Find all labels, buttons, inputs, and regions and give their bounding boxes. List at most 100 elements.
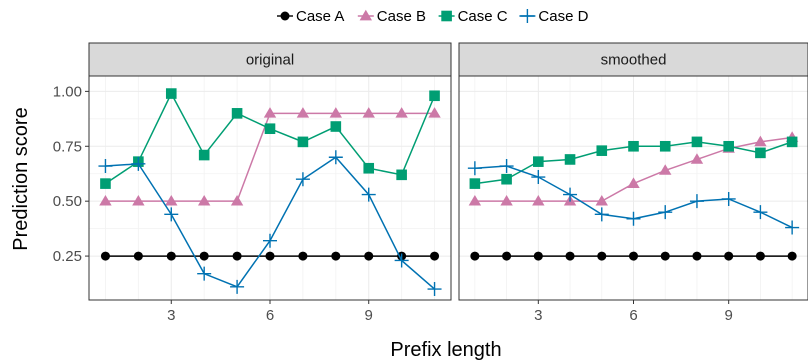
data-point-case-a [755,251,765,261]
data-point-case-c [396,169,407,181]
legend-key-marker [359,9,372,21]
legend-key-marker [280,11,290,21]
facet-label-original: original [246,52,294,69]
legend: Case A Case B Case C Case D [277,8,589,25]
data-point-case-d [721,191,736,206]
data-point-case-b [132,194,145,206]
data-point-case-a [265,251,275,261]
y-tick-label: 0.50 [53,193,82,210]
data-point-case-d [328,150,343,165]
legend-label-case-c: Case C [458,8,508,25]
data-point-case-c [596,145,608,156]
data-point-case-b [263,107,277,118]
data-point-case-a [232,251,242,261]
facet-strip [88,42,452,77]
data-point-case-b [532,194,545,206]
data-point-case-b [428,107,441,118]
x-tick-label: 6 [266,307,274,324]
legend-key-marker [441,10,452,22]
data-point-case-d [361,187,376,202]
data-point-case-c [469,178,481,189]
data-point-case-d [499,159,514,174]
data-point-case-a [724,251,734,261]
data-point-case-d [594,207,609,222]
data-point-case-c [264,123,276,135]
data-point-case-a [629,251,638,261]
data-point-case-b [165,194,178,206]
data-point-case-b [362,107,375,118]
data-point-case-c [691,136,703,148]
data-point-case-b [99,194,112,206]
y-tick-label: 0.75 [53,138,82,155]
data-point-case-c [755,147,766,159]
data-point-case-b [395,107,408,118]
data-point-case-d [658,205,673,220]
data-point-case-d [467,161,482,176]
data-point-case-c [501,173,512,185]
series-case-d [98,150,442,297]
legend-label-case-d: Case D [538,8,588,25]
legend-item-case-c: Case C [438,8,508,25]
data-point-case-d [98,159,113,174]
data-point-case-c [297,136,309,148]
data-point-case-a [298,251,308,261]
y-axis: 0.25 0.50 0.75 1.00 [53,83,89,265]
data-point-case-b [329,107,343,118]
data-point-case-b [197,194,211,206]
data-point-case-b [754,135,767,147]
data-point-case-a [166,251,176,261]
data-point-case-b [296,107,310,118]
data-point-case-a [533,251,543,261]
data-point-case-a [597,251,607,261]
legend-item-case-a: Case A [277,8,344,25]
data-point-case-a [331,251,341,261]
legend-item-case-b: Case B [357,8,426,25]
panel-original: original 3 6 9 [88,42,452,324]
x-tick-label: 9 [365,307,373,324]
data-point-case-b [230,194,244,206]
panel-smoothed: smoothed 3 6 9 [458,42,808,324]
data-point-case-d [563,187,578,202]
data-point-case-d [785,220,800,235]
facet-label-smoothed: smoothed [601,52,667,69]
data-point-case-c [165,88,177,99]
data-point-case-a [133,251,143,261]
facet-strip [458,42,808,77]
data-point-case-d [164,207,179,222]
data-point-case-d [230,279,245,294]
legend-label-case-a: Case A [296,8,344,25]
series-case-b [99,107,441,206]
data-point-case-a [199,251,209,261]
x-tick-label: 9 [725,307,733,324]
data-point-case-c [533,156,544,167]
x-tick-label: 3 [167,307,175,324]
x-tick-label: 6 [629,307,637,324]
data-point-case-c [363,162,375,174]
data-point-case-c [628,140,639,152]
legend-key-marker [520,9,535,23]
data-point-case-d [753,205,768,220]
y-tick-label: 0.25 [53,248,82,265]
data-point-case-a [430,251,440,261]
data-point-case-c [723,140,734,152]
data-point-case-d [263,233,277,248]
series-case-c [469,136,798,189]
data-point-case-b [690,153,704,164]
legend-label-case-b: Case B [377,8,426,25]
data-point-case-a [692,251,702,261]
data-point-case-d [197,266,212,281]
data-point-case-c [100,178,111,189]
legend-item-case-d: Case D [519,8,589,25]
data-point-case-a [787,251,797,261]
data-point-case-b [500,194,513,206]
facet-panels: original 3 6 9 smoothed 3 6 9 [88,42,808,324]
data-point-case-c [786,136,798,148]
data-point-case-a [364,251,374,261]
data-point-case-c [429,90,440,102]
data-point-case-c [659,140,671,152]
data-point-case-d [394,253,409,268]
data-point-case-c [198,149,210,161]
data-point-case-b [468,194,482,206]
data-point-case-d [689,194,704,209]
